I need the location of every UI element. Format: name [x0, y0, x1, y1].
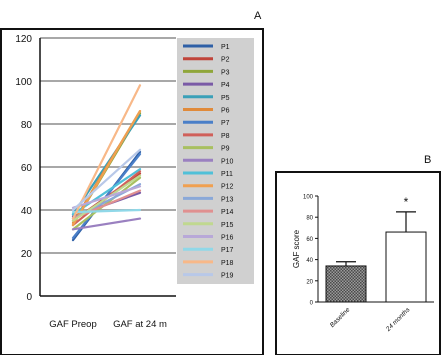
legend-label-p3: P3 — [221, 69, 230, 76]
legend-label-p19: P19 — [221, 273, 234, 280]
series-line-p18 — [71, 84, 142, 220]
panel-a-label: A — [254, 10, 262, 22]
legend-label-p10: P10 — [221, 158, 234, 165]
y-tick-label-b: 0 — [310, 301, 314, 307]
legend-label-p18: P18 — [221, 260, 234, 267]
panel-a-series — [71, 84, 142, 242]
legend-label-p5: P5 — [221, 95, 230, 102]
y-tick-label-b: 80 — [306, 216, 313, 222]
legend-label-p8: P8 — [221, 133, 230, 140]
y-tick-label-b: 60 — [306, 237, 313, 243]
y-tick-label-a: 40 — [21, 206, 33, 217]
bar-b — [385, 231, 427, 303]
x-tick-label-a: GAF Preop — [49, 319, 97, 330]
panel-a-legend: P1 P2 P3 P4 P5 P6 P7 P8 P9 P10 P11 P12 P13 P14 P15 P16 P… — [183, 44, 234, 280]
legend-label-p17: P17 — [221, 247, 234, 254]
y-tick-label-a: 100 — [15, 77, 32, 88]
legend-label-p2: P2 — [221, 57, 230, 64]
y-tick-label-a: 0 — [26, 292, 32, 303]
x-tick-label-a: GAF at 24 m — [113, 319, 167, 330]
legend-label-p7: P7 — [221, 120, 230, 127]
legend-label-p11: P11 — [221, 171, 233, 178]
y-tick-label-b: 100 — [303, 195, 314, 201]
y-tick-label-a: 80 — [21, 120, 33, 131]
series-line-p19 — [71, 148, 142, 212]
y-tick-label-a: 60 — [21, 163, 33, 174]
y-axis-title-b: GAF score — [292, 229, 301, 268]
panel-b-label: B — [424, 154, 431, 166]
series-line-p17 — [71, 208, 142, 214]
series-line-p10 — [71, 217, 142, 231]
series-line-p16 — [71, 185, 142, 209]
y-tick-label-b: 40 — [306, 258, 313, 264]
legend-label-p14: P14 — [221, 209, 234, 216]
legend-label-p9: P9 — [221, 146, 230, 153]
significance-marker: * — [404, 195, 409, 209]
y-tick-label-a: 20 — [21, 249, 33, 260]
legend-label-p12: P12 — [221, 184, 234, 191]
legend-label-p13: P13 — [221, 196, 234, 203]
y-tick-label-b: 20 — [306, 279, 313, 285]
legend-label-p4: P4 — [221, 82, 230, 89]
series-line-p12 — [71, 109, 142, 227]
bar-b — [325, 265, 367, 303]
legend-label-p1: P1 — [221, 44, 230, 51]
legend-label-p15: P15 — [221, 222, 234, 229]
legend-label-p16: P16 — [221, 235, 234, 242]
y-tick-label-a: 120 — [15, 34, 32, 45]
panel-a-axes: 0 20 40 60 80 100 120 GAF Preop GAF at 24 m — [15, 34, 176, 330]
legend-label-p6: P6 — [221, 108, 230, 115]
